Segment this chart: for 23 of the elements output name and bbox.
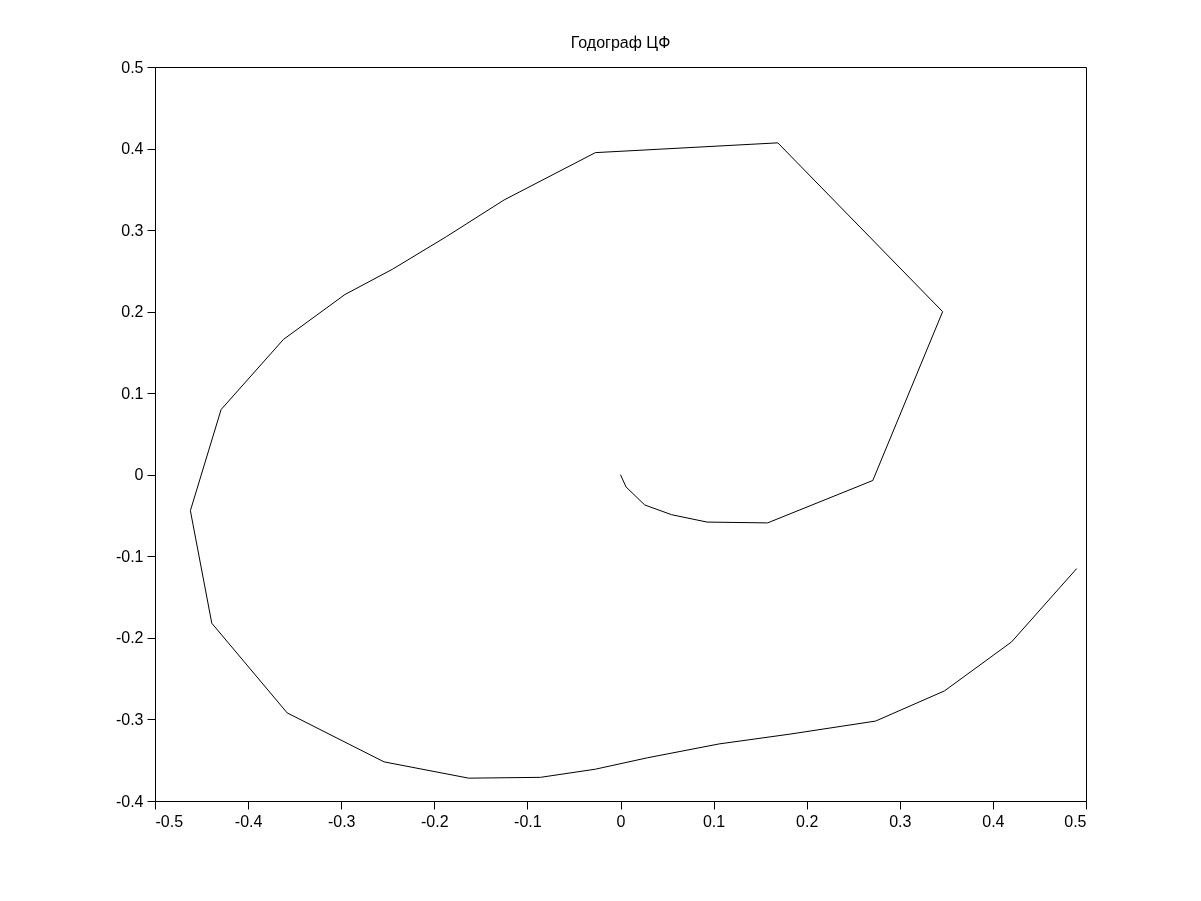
y-tick-label: 0.5 (121, 58, 144, 76)
x-tick-label: 0.5 (1064, 812, 1087, 830)
y-tick-label: 0.1 (121, 384, 144, 402)
y-tick-label: -0.1 (115, 547, 144, 565)
x-tick-label: -0.4 (234, 812, 263, 830)
x-tick-label: -0.3 (327, 812, 356, 830)
y-tick-label: 0.3 (121, 221, 144, 239)
chart-title: Годограф ЦФ (570, 34, 671, 51)
x-tick-label: -0.2 (421, 812, 449, 830)
x-tick-label: 0.1 (702, 812, 726, 830)
y-tick-label: -0.3 (115, 710, 144, 728)
y-tick-label: 0.2 (121, 303, 144, 321)
x-tick-label: -0.1 (514, 812, 542, 830)
y-tick-label: 0 (134, 466, 144, 484)
y-tick-label: -0.4 (115, 792, 144, 810)
x-tick-label: 0.2 (796, 812, 819, 830)
x-tick-label: -0.5 (155, 812, 184, 830)
y-tick-label: -0.2 (115, 629, 144, 647)
line-series (189, 142, 1078, 779)
x-tick-label: 0 (616, 812, 626, 830)
y-tick-label: 0.4 (121, 140, 144, 158)
x-tick-label: 0.4 (982, 812, 1005, 830)
x-tick-label: 0.3 (889, 812, 912, 830)
